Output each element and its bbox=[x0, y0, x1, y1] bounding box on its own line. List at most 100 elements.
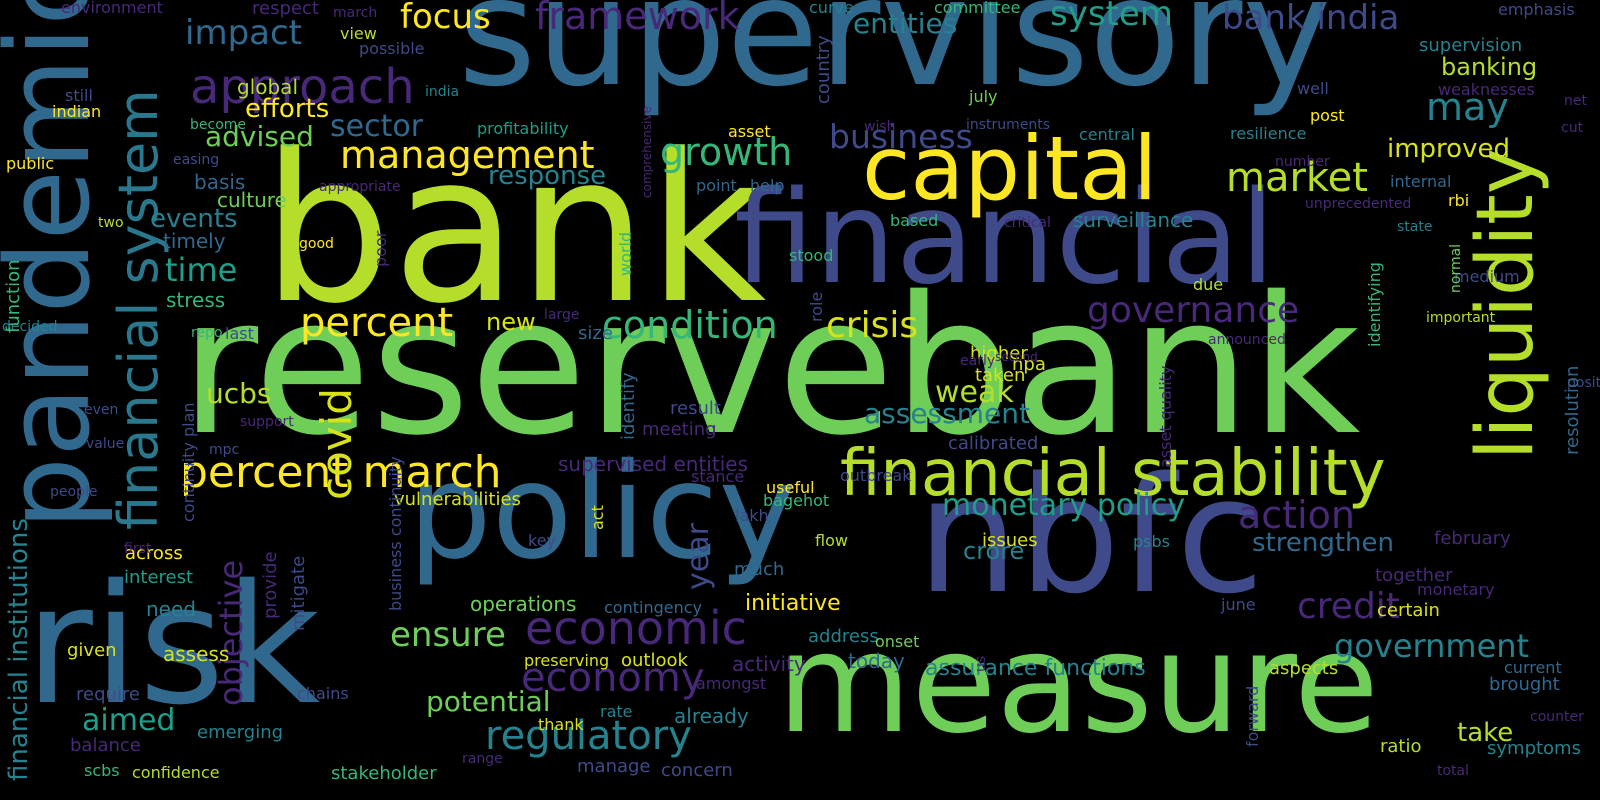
word-potential: potential bbox=[426, 685, 551, 718]
word-covid: covid bbox=[312, 388, 361, 500]
word-credit: credit bbox=[1297, 586, 1400, 627]
word-scbs: scbs bbox=[84, 761, 120, 780]
word-asset: asset bbox=[728, 122, 771, 141]
word-nbfc: nbfc bbox=[917, 442, 1265, 629]
word-july: july bbox=[969, 87, 998, 106]
word-rate: rate bbox=[600, 702, 633, 721]
word-india: india bbox=[425, 84, 460, 100]
word-critical: critical bbox=[1004, 215, 1051, 231]
word-across: across bbox=[125, 543, 183, 564]
word-committee: committee bbox=[934, 0, 1021, 17]
word-issues: issues bbox=[982, 530, 1038, 551]
word-bagehot: bagehot bbox=[763, 491, 830, 510]
word-function: function bbox=[3, 259, 24, 333]
word-internal: internal bbox=[1390, 172, 1452, 191]
word-world: world bbox=[616, 231, 635, 276]
word-calibrated: calibrated bbox=[948, 433, 1039, 454]
word-condition: condition bbox=[602, 303, 778, 347]
word-liquidity: liquidity bbox=[1461, 148, 1551, 460]
word-manage: manage bbox=[577, 756, 651, 777]
word-weaknesses: weaknesses bbox=[1438, 80, 1535, 99]
word-asset-quality: asset quality bbox=[1156, 365, 1175, 468]
word-well: well bbox=[1297, 79, 1329, 98]
word-aimed: aimed bbox=[82, 703, 176, 738]
word-global: global bbox=[237, 75, 298, 99]
word-emerging: emerging bbox=[197, 722, 284, 743]
word-require: require bbox=[76, 684, 140, 705]
word-important: important bbox=[1426, 310, 1496, 326]
word-symptoms: symptoms bbox=[1487, 738, 1581, 759]
word-basis: basis bbox=[194, 170, 246, 194]
word-impact: impact bbox=[185, 13, 303, 53]
word-business-continuity: business continuity bbox=[386, 456, 405, 611]
word-range: range bbox=[462, 751, 503, 767]
word-comprehensive: comprehensive bbox=[640, 106, 654, 198]
word-aspects: aspects bbox=[1269, 658, 1339, 679]
word-value: value bbox=[86, 436, 125, 452]
word-improved: improved bbox=[1387, 134, 1510, 164]
word-onset: onset bbox=[875, 632, 920, 651]
word-given: given bbox=[67, 640, 117, 661]
word-two: two bbox=[98, 215, 124, 231]
word-indian: indian bbox=[52, 102, 102, 121]
word-profitability: profitability bbox=[477, 119, 569, 138]
word-stood: stood bbox=[789, 246, 834, 265]
word-assessment: assessment bbox=[864, 397, 1030, 430]
word-announced: announced bbox=[1208, 332, 1286, 348]
word-financial-system: financial system bbox=[107, 89, 170, 530]
word-lakh: lakh bbox=[735, 506, 769, 525]
word-march: march bbox=[333, 5, 378, 21]
word-framework: framework bbox=[535, 0, 740, 38]
word-outlook: outlook bbox=[621, 650, 688, 671]
word-current: current bbox=[1504, 658, 1562, 677]
word-surveillance: surveillance bbox=[1073, 208, 1194, 232]
word-central: central bbox=[1079, 125, 1135, 144]
word-vulnerabilities: vulnerabilities bbox=[394, 489, 521, 510]
word-objective: objective bbox=[212, 559, 250, 706]
word-take: take bbox=[1457, 718, 1514, 748]
word-psbs: psbs bbox=[1133, 532, 1170, 551]
word-ucbs: ucbs bbox=[206, 377, 272, 410]
word-help: help bbox=[750, 176, 785, 195]
word-counter: counter bbox=[1530, 709, 1584, 725]
word-state: state bbox=[1397, 219, 1433, 235]
word-year: year bbox=[681, 523, 716, 590]
word-events: events bbox=[150, 204, 238, 234]
word-identifying: identifying bbox=[1365, 262, 1384, 347]
word-brought: brought bbox=[1489, 674, 1560, 695]
word-growth: growth bbox=[660, 130, 793, 174]
word-identify: identify bbox=[618, 372, 639, 440]
word-good: good bbox=[299, 236, 334, 252]
word-resolution: resolution bbox=[1562, 365, 1583, 455]
word-strengthen: strengthen bbox=[1252, 528, 1394, 558]
word-possible: possible bbox=[359, 39, 425, 58]
word-provide: provide bbox=[260, 551, 281, 619]
word-capital: capital bbox=[862, 117, 1158, 220]
word-management: management bbox=[340, 133, 595, 177]
word-percent: percent bbox=[300, 300, 454, 346]
word-sector: sector bbox=[330, 109, 424, 144]
word-advised: advised bbox=[205, 120, 314, 153]
word-early: early bbox=[960, 353, 996, 369]
word-medium: medium bbox=[1454, 267, 1520, 286]
word-monetary-policy: monetary policy bbox=[942, 488, 1186, 523]
word-even: even bbox=[84, 402, 119, 418]
word-risk: risk bbox=[25, 549, 321, 741]
word-poor: poor bbox=[371, 230, 390, 267]
word-system: system bbox=[1050, 0, 1173, 34]
word-timely: timely bbox=[163, 229, 226, 253]
word-rbi: rbi bbox=[1448, 191, 1470, 210]
word-unprecedented: unprecedented bbox=[1305, 196, 1412, 212]
word-ratio: ratio bbox=[1380, 736, 1422, 757]
word-market: market bbox=[1226, 155, 1368, 201]
word-mitigate: mitigate bbox=[288, 555, 309, 631]
word-need: need bbox=[146, 597, 196, 621]
word-financial: financial bbox=[734, 164, 1276, 313]
word-mpc: mpc bbox=[209, 442, 240, 458]
word-much: much bbox=[734, 559, 785, 580]
word-chains: chains bbox=[297, 684, 349, 703]
word-amongst: amongst bbox=[696, 674, 767, 693]
word-contingency: contingency bbox=[604, 598, 702, 617]
word-bank-india: bank india bbox=[1222, 0, 1400, 38]
word-still: still bbox=[65, 86, 93, 105]
